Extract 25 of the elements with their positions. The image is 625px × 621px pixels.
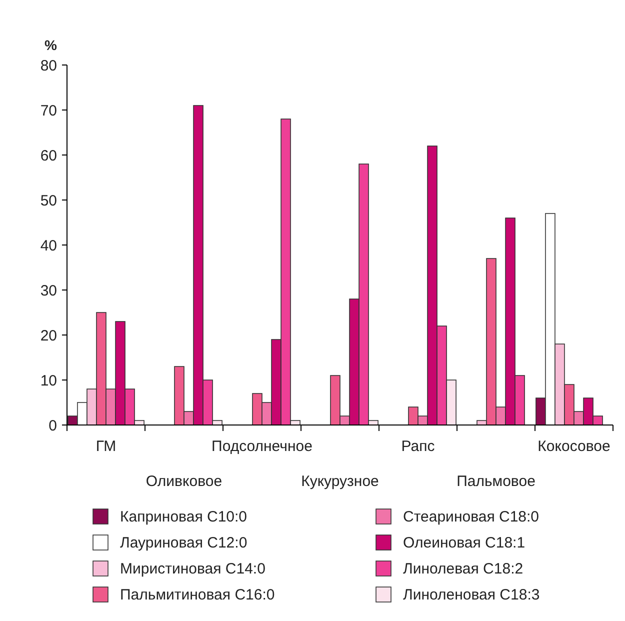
y-tick-label: 40 [40,237,57,254]
legend-label: Линолевая С18:2 [403,560,524,578]
x-tick-label: Оливковое [146,473,222,490]
x-tick-label: Кокосовое [538,438,610,455]
x-tick-label: Пальмовое [456,473,536,490]
x-tick-label: Рапс [401,438,436,455]
y-tick-label: 70 [40,102,57,120]
legend-label: Стеариновая С18:0 [403,508,540,526]
legend-label: Каприновая С10:0 [120,508,248,526]
y-axis-title: % [44,37,58,53]
y-tick-label: 20 [40,327,57,344]
y-tick-label: 10 [40,372,57,390]
x-tick-label: ГМ [96,438,116,455]
x-tick-label: Кукурузное [301,473,379,490]
y-tick-label: 0 [48,417,57,434]
y-tick-label: 30 [40,282,57,300]
legend-label: Олеиновая С18:1 [403,534,526,552]
y-tick-label: 80 [40,57,57,74]
legend-label: Линоленовая С18:3 [403,586,540,604]
y-tick-label: 50 [40,192,57,210]
y-tick-label: 60 [40,147,57,164]
legend-label: Лауриновая С12:0 [120,534,248,552]
legend-label: Пальмитиновая С16:0 [120,586,275,604]
x-tick-label: Подсолнечное [212,438,312,455]
legend-label: Миристиновая С14:0 [120,560,266,578]
